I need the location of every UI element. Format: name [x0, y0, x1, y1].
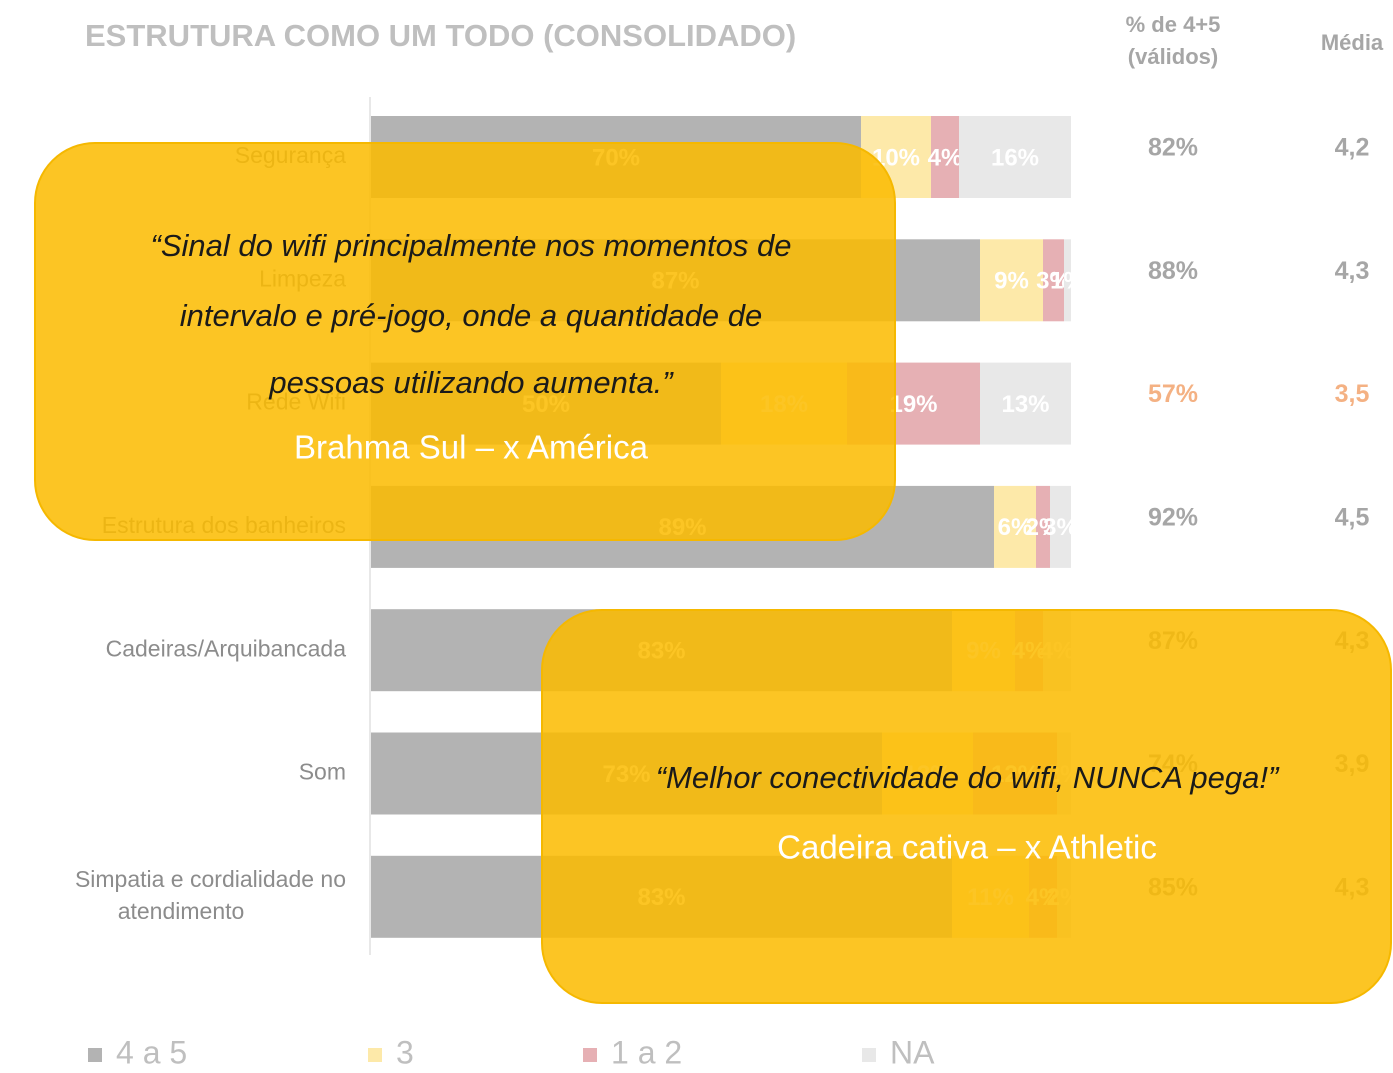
bar-segment	[1050, 485, 1071, 568]
bar-value-label: 13%	[1001, 391, 1049, 418]
column-value: 3,5	[1335, 380, 1370, 408]
bar-segment	[1036, 485, 1050, 568]
column-value: 4,5	[1335, 504, 1370, 532]
callout-quote: “Sinal do wifi principalmente nos moment…	[151, 228, 792, 263]
bar-segment	[980, 239, 1043, 322]
legend-swatch	[368, 1048, 382, 1062]
legend-label: 3	[396, 1034, 414, 1070]
bar-value-label: 9%	[994, 268, 1029, 295]
legend-label: NA	[890, 1034, 935, 1070]
bar-value-label: 1%	[1050, 268, 1085, 295]
bar-segment	[994, 485, 1036, 568]
column-value: 92%	[1148, 504, 1198, 532]
callout-box	[34, 142, 896, 541]
legend-swatch	[862, 1048, 876, 1062]
bar-segment	[931, 116, 959, 198]
callout-quote: intervalo e pré-jogo, onde a quantidade …	[180, 298, 763, 333]
callout-box	[541, 609, 1392, 1004]
column-value: 88%	[1148, 257, 1198, 285]
column-header: Média	[1321, 30, 1384, 55]
column-header: (válidos)	[1128, 44, 1218, 69]
column-value: 57%	[1148, 380, 1198, 408]
bar-segment	[959, 116, 1071, 198]
category-label: Som	[299, 759, 346, 785]
legend-swatch	[583, 1048, 597, 1062]
column-value: 4,3	[1335, 257, 1370, 285]
category-label: Cadeiras/Arquibancada	[106, 635, 347, 661]
callout-author: Cadeira cativa – x Athletic	[777, 829, 1157, 866]
column-header: % de 4+5	[1126, 12, 1221, 37]
bar-segment	[1043, 239, 1064, 322]
legend-label: 1 a 2	[611, 1034, 682, 1070]
column-value: 82%	[1148, 134, 1198, 162]
bar-value-label: 19%	[889, 391, 937, 418]
bar-value-label: 3%	[1043, 514, 1078, 541]
chart-title: ESTRUTURA COMO UM TODO (CONSOLIDADO)	[85, 18, 796, 53]
callout-quote: pessoas utilizando aumenta.”	[268, 365, 674, 400]
callout-author: Brahma Sul – x América	[294, 429, 649, 466]
category-label: Simpatia e cordialidade no atendimento	[75, 866, 346, 924]
bar-value-label: 6%	[998, 514, 1033, 541]
bar-segment	[1064, 239, 1071, 322]
callout-quote: “Melhor conectividade do wifi, NUNCA peg…	[656, 760, 1280, 795]
bar-segment	[980, 362, 1071, 445]
legend-label: 4 a 5	[116, 1034, 187, 1070]
column-value: 4,2	[1335, 134, 1370, 162]
legend-swatch	[88, 1048, 102, 1062]
bar-value-label: 16%	[991, 144, 1039, 171]
bar-value-label: 4%	[928, 144, 963, 171]
